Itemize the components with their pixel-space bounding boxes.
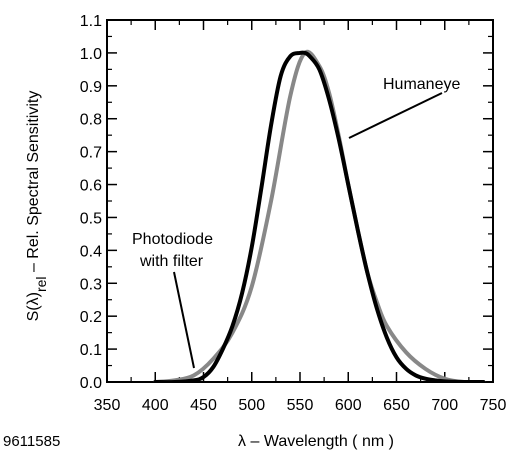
y-tick-label: 0.9 (80, 79, 102, 96)
annotation-photodiode-label-line1: Photodiode (132, 231, 213, 248)
x-tick-label: 400 (142, 397, 169, 414)
y-tick-label: 1.1 (80, 13, 102, 30)
figure-id: 9611585 (3, 433, 60, 450)
y-tick-label: 1.0 (80, 46, 102, 63)
x-tick-label: 700 (431, 397, 458, 414)
x-axis-title: λ – Wavelength ( nm ) (238, 433, 394, 450)
x-tick-label: 500 (238, 397, 265, 414)
y-axis-title: S(λ)rel – Rel. Spectral Sensitivity (25, 91, 49, 322)
y-axis-title-lambda: (λ) (25, 292, 42, 311)
x-tick-label: 550 (287, 397, 314, 414)
annotation-photodiode-leader (173, 271, 195, 369)
y-tick-label: 0.6 (80, 178, 102, 195)
x-tick-label: 350 (94, 397, 121, 414)
series-layer (153, 49, 486, 382)
annotation-humaneye-leader (348, 92, 443, 139)
y-axis-title-subscript: rel (33, 276, 49, 292)
y-tick-label: 0.4 (80, 243, 102, 260)
y-tick-label: 0.3 (80, 276, 102, 293)
annotation-humaneye: Humaneye (348, 72, 476, 139)
y-tick-label: 0.1 (80, 342, 102, 359)
annotation-humaneye-label: Humaneye (383, 76, 460, 93)
annotation-photodiode-label-line2: with filter (139, 253, 204, 270)
axis-ticks (107, 20, 493, 382)
y-tick-label: 0.2 (80, 309, 102, 326)
x-tick-label: 650 (383, 397, 410, 414)
series-line-photodiode-with-filter (153, 49, 486, 382)
y-axis-title-s: S (25, 311, 42, 322)
x-tick-label: 450 (190, 397, 217, 414)
y-tick-label: 0.5 (80, 210, 102, 227)
x-tick-label: 600 (335, 397, 362, 414)
y-axis-title-rest: – Rel. Spectral Sensitivity (25, 91, 42, 277)
y-tick-label: 0.7 (80, 145, 102, 162)
y-tick-label: 0.0 (80, 375, 102, 392)
annotation-photodiode: Photodiode with filter (128, 225, 224, 369)
y-tick-labels: 0.0 0.1 0.2 0.3 0.4 0.5 0.6 0.7 0.8 0.9 1.0 1.1 (80, 13, 102, 392)
series-line-humaneye (153, 50, 486, 382)
x-tick-label: 750 (480, 397, 507, 414)
y-tick-label: 0.8 (80, 112, 102, 129)
x-tick-labels: 350 400 450 500 550 600 650 700 750 (94, 397, 507, 414)
